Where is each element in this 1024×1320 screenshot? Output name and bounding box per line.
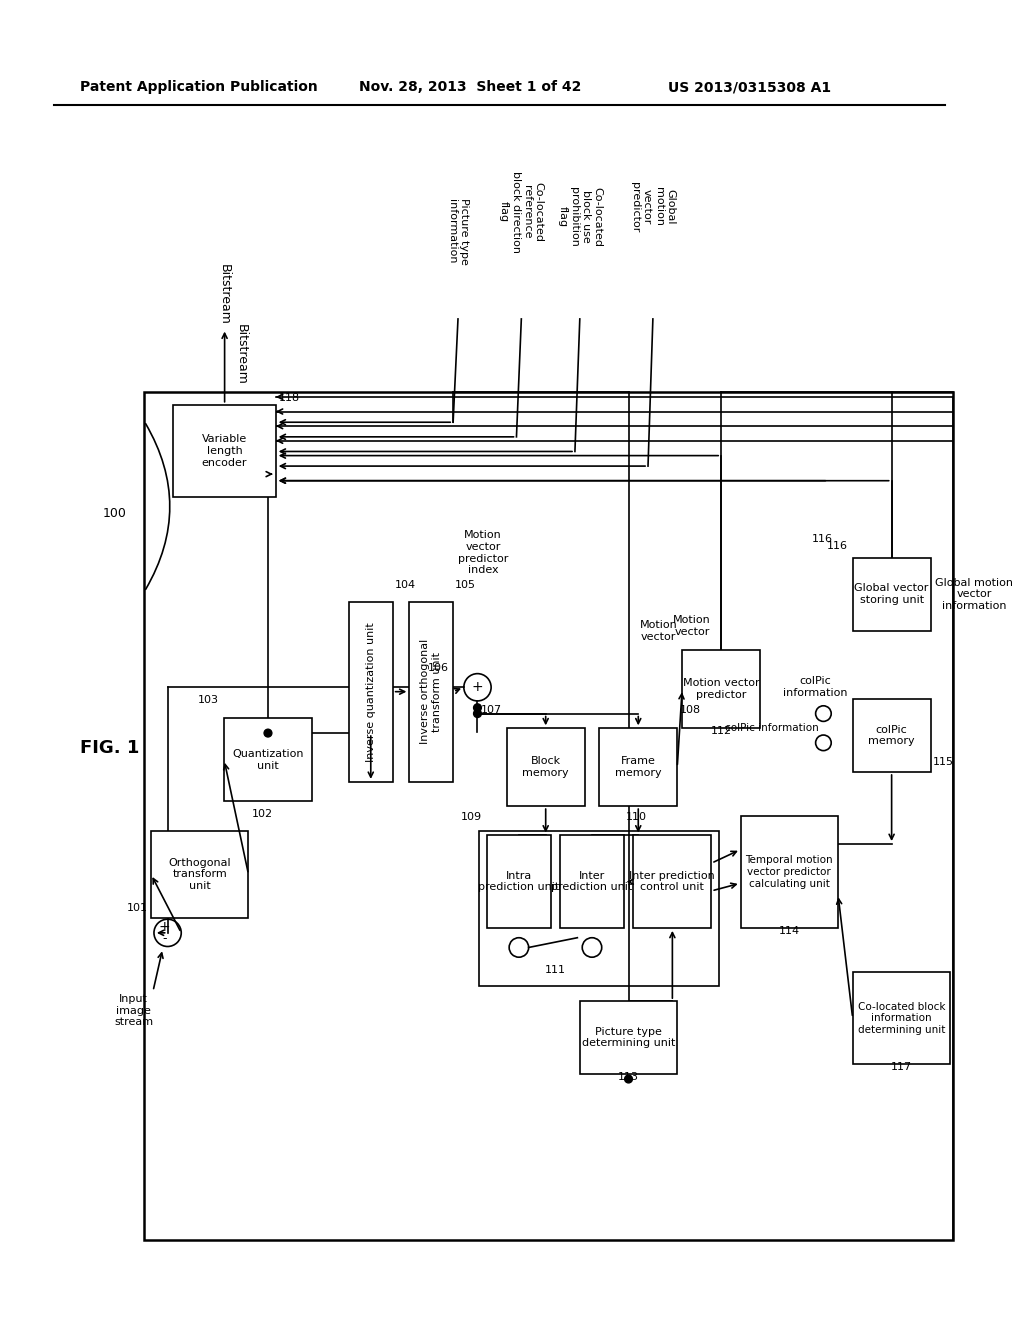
Text: Bitstream: Bitstream [218, 264, 231, 325]
Text: 117: 117 [891, 1063, 912, 1072]
Text: Inter prediction
control unit: Inter prediction control unit [630, 871, 715, 892]
Text: -: - [163, 932, 167, 945]
Text: Co-located
reference
block direction
flag: Co-located reference block direction fla… [499, 170, 544, 252]
Text: Bitstream: Bitstream [234, 323, 248, 384]
Text: Global vector
storing unit: Global vector storing unit [854, 583, 929, 605]
Bar [144, 392, 953, 1239]
Bar [173, 405, 275, 498]
Text: Temporal motion
vector predictor
calculating unit: Temporal motion vector predictor calcula… [745, 855, 834, 888]
Text: +: + [472, 680, 483, 694]
Text: 106: 106 [428, 663, 449, 673]
Bar [599, 729, 677, 807]
Text: Motion
vector: Motion vector [640, 620, 677, 642]
Text: colPic
memory: colPic memory [868, 725, 914, 746]
Text: Co-located
block use
prohibition
flag: Co-located block use prohibition flag [557, 186, 602, 247]
Text: 104: 104 [394, 579, 416, 590]
Bar [349, 602, 393, 781]
Bar [853, 700, 931, 772]
Text: 108: 108 [680, 705, 701, 714]
Bar [224, 718, 312, 801]
Text: 112: 112 [711, 726, 732, 737]
Bar [682, 651, 760, 729]
Text: Picture type
determining unit: Picture type determining unit [582, 1027, 675, 1048]
Text: Motion
vector: Motion vector [673, 615, 711, 636]
Circle shape [264, 729, 272, 737]
Text: Inter
prediction unit: Inter prediction unit [551, 871, 633, 892]
Circle shape [625, 1074, 633, 1082]
Text: 103: 103 [199, 694, 219, 705]
Text: 109: 109 [461, 812, 482, 822]
Circle shape [473, 704, 481, 711]
Text: 115: 115 [933, 758, 953, 767]
Circle shape [473, 710, 481, 718]
Text: Inverse quantization unit: Inverse quantization unit [366, 622, 376, 762]
Text: colPic information: colPic information [725, 723, 818, 733]
Text: Block
memory: Block memory [522, 756, 569, 777]
Text: 118: 118 [279, 393, 300, 403]
Text: FIG. 1: FIG. 1 [80, 739, 139, 756]
Bar [507, 729, 585, 807]
Bar [560, 836, 624, 928]
Text: Orthogonal
transform
unit: Orthogonal transform unit [169, 858, 231, 891]
Bar [410, 602, 454, 781]
Text: Nov. 28, 2013  Sheet 1 of 42: Nov. 28, 2013 Sheet 1 of 42 [358, 81, 581, 94]
Text: Inverse orthogonal
transform unit: Inverse orthogonal transform unit [421, 639, 442, 744]
Text: 102: 102 [252, 809, 272, 818]
Text: colPic
information: colPic information [783, 676, 848, 698]
Bar [853, 972, 950, 1064]
Text: Motion vector
predictor: Motion vector predictor [683, 678, 760, 700]
Text: 114: 114 [778, 925, 800, 936]
Text: 107: 107 [480, 705, 502, 714]
Text: 113: 113 [618, 1072, 639, 1082]
Bar [152, 830, 249, 919]
Bar [479, 830, 719, 986]
Text: 105: 105 [455, 579, 476, 590]
Text: Motion
vector
predictor
index: Motion vector predictor index [458, 531, 508, 576]
Text: +: + [159, 920, 170, 935]
Text: Frame
memory: Frame memory [615, 756, 662, 777]
Text: Patent Application Publication: Patent Application Publication [80, 81, 317, 94]
Text: Global
motion
vector
predictor: Global motion vector predictor [631, 182, 675, 232]
Text: Quantization
unit: Quantization unit [232, 748, 304, 771]
Bar [740, 816, 838, 928]
Text: 116: 116 [812, 535, 834, 544]
Text: Co-located block
information
determining unit: Co-located block information determining… [858, 1002, 945, 1035]
Text: Input
image
stream: Input image stream [114, 994, 153, 1027]
Text: Global motion
vector
information: Global motion vector information [936, 578, 1014, 611]
Text: 110: 110 [626, 812, 646, 822]
Text: 100: 100 [102, 507, 127, 520]
Text: Intra
prediction unit: Intra prediction unit [478, 871, 559, 892]
Bar [853, 557, 931, 631]
Text: 111: 111 [545, 965, 566, 975]
Text: Picture type
information: Picture type information [447, 198, 469, 265]
Bar [580, 1001, 677, 1074]
Text: 116: 116 [826, 541, 848, 550]
Text: Variable
length
encoder: Variable length encoder [202, 434, 248, 467]
Text: 101: 101 [127, 903, 148, 913]
Bar [634, 836, 712, 928]
Text: US 2013/0315308 A1: US 2013/0315308 A1 [668, 81, 830, 94]
Bar [487, 836, 551, 928]
